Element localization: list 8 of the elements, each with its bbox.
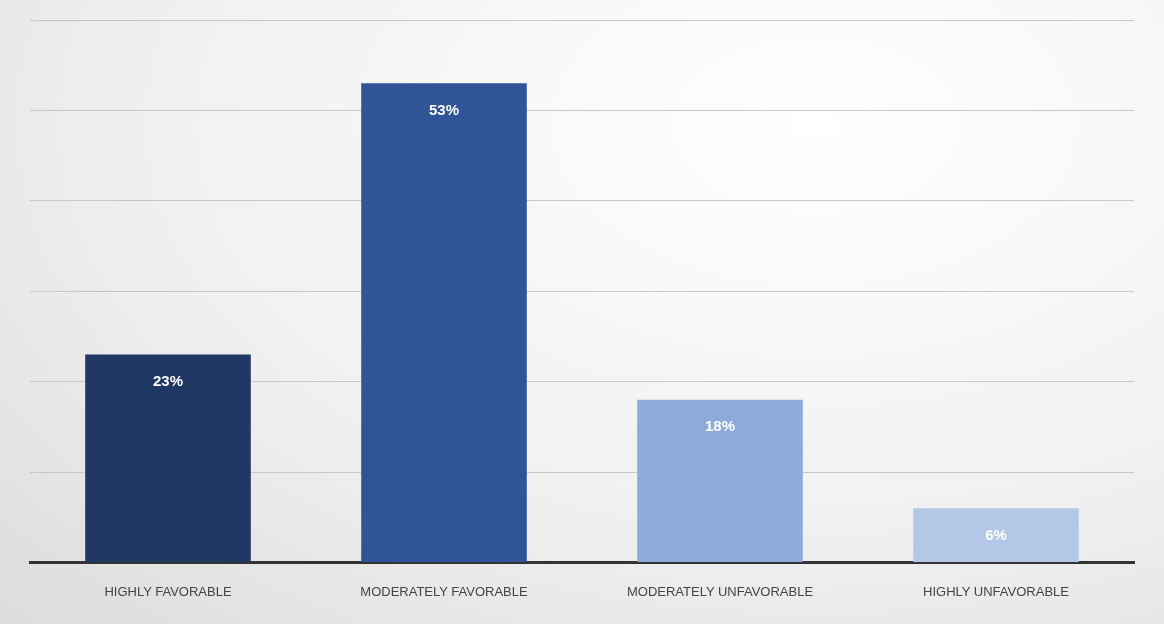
x-tick-label: MODERATELY FAVORABLE	[360, 583, 528, 599]
data-label: 23%	[152, 372, 184, 390]
x-tick-label: HIGHLY UNFAVORABLE	[923, 583, 1070, 599]
data-label: 18%	[704, 417, 736, 435]
data-label: 6%	[985, 525, 1007, 543]
x-tick-label: MODERATELY UNFAVORABLE	[626, 583, 814, 599]
x-tick-label: HIGHLY FAVORABLE	[104, 583, 232, 599]
data-label: 53%	[428, 100, 460, 118]
